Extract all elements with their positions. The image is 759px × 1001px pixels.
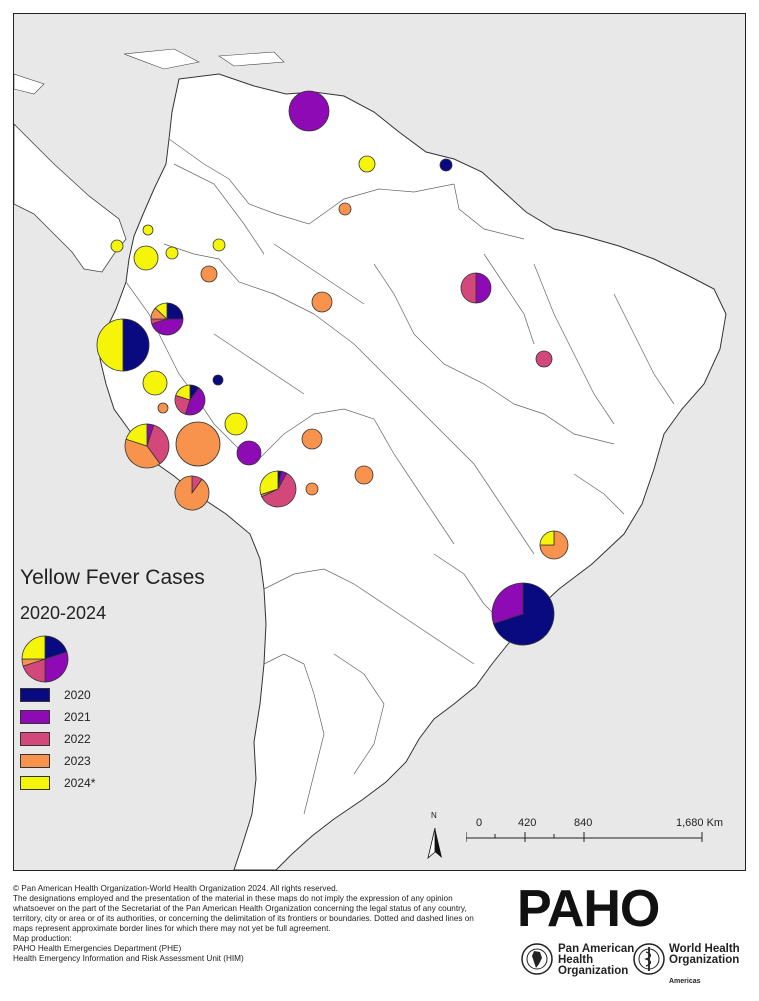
pie-slice[interactable]: [165, 246, 179, 260]
production-unit: Health Emergency Information and Risk As…: [13, 954, 244, 963]
legend-item-2022: 2022: [20, 732, 91, 746]
south-america-landmass: [99, 73, 727, 870]
legend-item-2020: 2020: [20, 688, 91, 702]
pie-slice[interactable]: [236, 440, 262, 466]
pie-slice[interactable]: [354, 465, 374, 485]
legend-item-2023: 2023: [20, 754, 91, 768]
pie-slice[interactable]: [124, 438, 161, 469]
pie-slice[interactable]: [475, 272, 492, 304]
pie-slice[interactable]: [493, 582, 555, 646]
paho-organization-name: Pan American Health Organization: [558, 943, 635, 977]
scale-label: 0: [476, 817, 483, 829]
pie-slice[interactable]: [212, 238, 226, 252]
pie-slice[interactable]: [212, 374, 224, 386]
pie-slice[interactable]: [175, 384, 191, 401]
legend-sample-pie: [21, 635, 69, 683]
legend-swatch: [20, 688, 50, 702]
scale-label: 1,680 Km: [676, 817, 724, 829]
paho-emblem-icon: [521, 943, 553, 975]
pie-slice[interactable]: [151, 318, 184, 336]
pie-slice[interactable]: [154, 302, 168, 320]
copyright-line: © Pan American Health Organization-World…: [13, 884, 338, 893]
pie-slice[interactable]: [539, 530, 569, 560]
who-region-label: Americas: [669, 978, 701, 985]
pie-slice[interactable]: [261, 472, 297, 508]
pie-slice[interactable]: [200, 265, 218, 283]
scale-bar: [466, 832, 703, 842]
pie-slice[interactable]: [21, 635, 46, 660]
pie-slice[interactable]: [44, 651, 69, 683]
pie-slice[interactable]: [142, 224, 154, 236]
pie-slice[interactable]: [133, 245, 159, 271]
pie-slice[interactable]: [96, 318, 124, 372]
legend-label: 2023: [64, 754, 91, 768]
legend-subtitle: 2020-2024: [20, 603, 107, 623]
legend-label: 2024*: [64, 776, 96, 790]
pie-slice[interactable]: [224, 412, 248, 436]
pie-slice[interactable]: [142, 370, 168, 396]
who-emblem-icon: [633, 943, 665, 975]
scale-label: 840: [574, 817, 593, 829]
paho-name-line: Organization: [558, 965, 629, 977]
pie-slice[interactable]: [110, 239, 124, 253]
legend-swatch: [20, 776, 50, 790]
copyright-notice: © Pan American Health Organization-World…: [13, 884, 493, 964]
pie-slice[interactable]: [491, 582, 524, 625]
pie-slice[interactable]: [311, 291, 333, 313]
pie-slice[interactable]: [174, 475, 210, 511]
pie-slice[interactable]: [358, 155, 376, 173]
pie-slice[interactable]: [184, 387, 206, 416]
pie-slice[interactable]: [146, 424, 170, 465]
paho-logo: PAHO: [517, 880, 660, 938]
who-organization-name: World Health Organization: [669, 943, 740, 966]
pie-slice[interactable]: [439, 158, 453, 172]
pie-slice[interactable]: [157, 402, 169, 414]
caribbean-island: [218, 51, 285, 67]
pie-slice[interactable]: [535, 350, 553, 368]
pie-slice[interactable]: [460, 272, 477, 304]
scale-label: 420: [518, 817, 537, 829]
pie-slice[interactable]: [338, 202, 352, 216]
north-arrow-icon: [427, 827, 442, 860]
caribbean-island: [123, 48, 200, 70]
case-pie-symbols[interactable]: [96, 90, 569, 646]
map-canvas[interactable]: [14, 14, 745, 870]
disclaimer-text: The designations employed and the presen…: [13, 894, 474, 933]
pie-slice[interactable]: [305, 482, 319, 496]
who-name-line: Organization: [669, 954, 740, 966]
map-frame[interactable]: [13, 13, 746, 871]
pie-slice[interactable]: [288, 90, 330, 132]
pie-slice[interactable]: [301, 428, 323, 450]
legend-title: Yellow Fever Cases: [20, 566, 205, 589]
legend-item-2021: 2021: [20, 710, 91, 724]
legend-swatch: [20, 754, 50, 768]
legend-label: 2020: [64, 688, 91, 702]
north-label: N: [431, 811, 437, 820]
legend-label: 2021: [64, 710, 91, 724]
legend-swatch: [20, 732, 50, 746]
pie-slice[interactable]: [539, 530, 555, 546]
map-production-label: Map production:: [13, 934, 72, 943]
pie-slice[interactable]: [122, 318, 150, 372]
paho-name-line: Health: [558, 954, 594, 966]
legend-label: 2022: [64, 732, 91, 746]
legend-item-2024: 2024*: [20, 776, 95, 790]
paho-name-line: Pan American: [558, 943, 635, 955]
pie-slice[interactable]: [175, 421, 221, 467]
central-america-landmass: [14, 123, 127, 273]
production-department: PAHO Health Emergencies Department (PHE): [13, 944, 182, 953]
pie-slice[interactable]: [259, 470, 279, 496]
legend-swatch: [20, 710, 50, 724]
who-name-line: World Health: [669, 943, 740, 955]
caribbean-island: [14, 73, 45, 95]
pie-slice[interactable]: [125, 423, 148, 447]
